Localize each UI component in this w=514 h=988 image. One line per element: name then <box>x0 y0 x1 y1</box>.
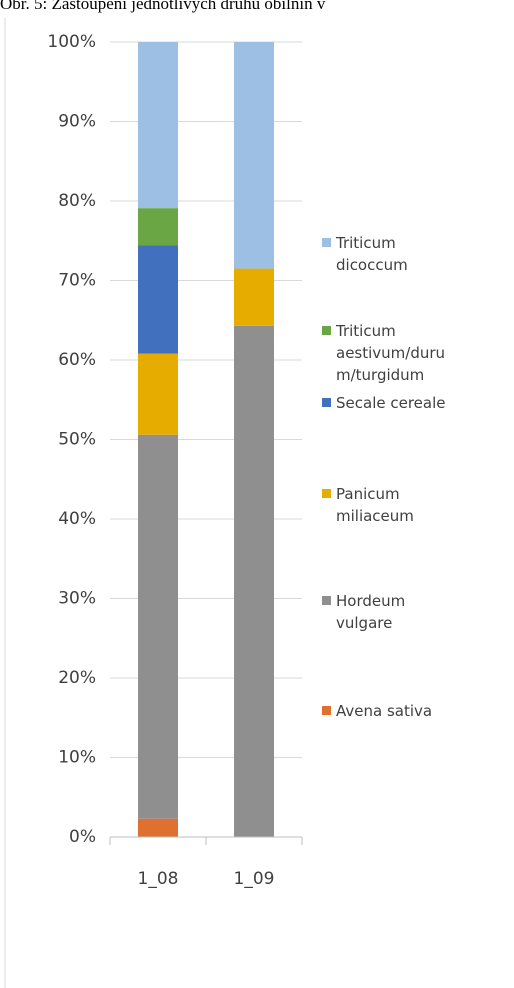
legend-swatch <box>322 706 331 715</box>
legend-swatch <box>322 398 331 407</box>
bar-segment <box>234 268 274 326</box>
bar-segment <box>138 245 178 354</box>
bar-segment <box>138 208 178 246</box>
y-tick-label: 20% <box>58 668 96 688</box>
bar-segment <box>234 325 274 837</box>
x-tick-label: 1_09 <box>234 869 275 889</box>
y-tick-label: 30% <box>58 589 96 609</box>
y-tick-label: 80% <box>58 191 96 211</box>
bar-segment <box>138 42 178 209</box>
y-tick-label: 40% <box>58 509 96 529</box>
y-tick-label: 60% <box>58 350 96 370</box>
bar-segment <box>138 818 178 837</box>
legend-swatch <box>322 238 331 247</box>
legend-entry: Triticum aestivum/durum/turgidum <box>322 320 446 386</box>
bar-segment <box>234 42 274 269</box>
legend-label: Secale cereale <box>336 394 446 412</box>
legend-label: Triticum aestivum/durum/turgidum <box>336 322 446 384</box>
y-tick-label: 50% <box>58 430 96 450</box>
legend-swatch <box>322 326 331 335</box>
x-tick-label: 1_08 <box>138 869 179 889</box>
legend-label: Panicum miliaceum <box>336 485 414 525</box>
chart-title: Obr. 5: Zastoupení jednotlivých druhů ob… <box>0 0 326 13</box>
legend-entry: Hordeum vulgare <box>322 590 446 634</box>
y-tick-label: 100% <box>47 32 96 52</box>
bar-segment <box>138 434 178 819</box>
legend-swatch <box>322 596 331 605</box>
legend-label: Hordeum vulgare <box>336 592 406 632</box>
legend-entry: Triticum dicoccum <box>322 232 446 276</box>
y-tick-label: 70% <box>58 271 96 291</box>
legend-swatch <box>322 489 331 498</box>
legend-entry: Avena sativa <box>322 700 446 722</box>
legend-label: Avena sativa <box>336 702 433 720</box>
legend-entry: Secale cereale <box>322 392 446 414</box>
y-tick-label: 10% <box>58 748 96 768</box>
bar-segment <box>138 353 178 435</box>
legend-entry: Panicum miliaceum <box>322 483 446 527</box>
y-tick-label: 0% <box>69 827 96 847</box>
y-tick-label: 90% <box>58 112 96 132</box>
legend-label: Triticum dicoccum <box>336 234 408 274</box>
